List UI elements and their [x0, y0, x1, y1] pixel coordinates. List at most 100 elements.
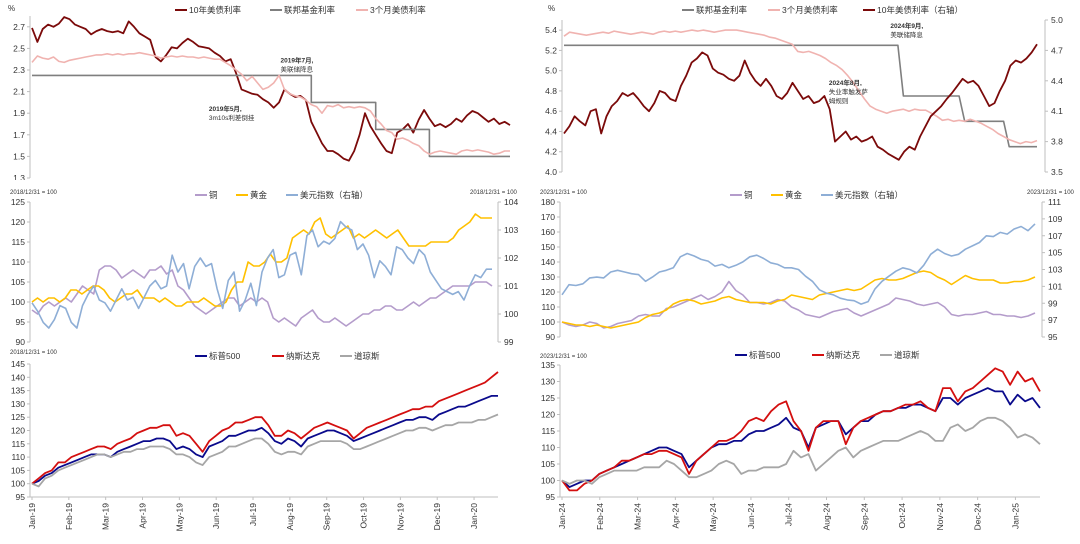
annotation-text: 3m10s利差倒挂 [209, 113, 255, 122]
y-tick-label: 100 [11, 479, 25, 489]
series-line-0 [561, 387, 1041, 488]
y2-tick-label: 99 [1048, 298, 1058, 308]
y-tick-label: 170 [541, 212, 555, 222]
x-tick-label: Jan-24 [557, 503, 567, 529]
x-tick-label: May-24 [708, 503, 718, 532]
y-tick-label: 125 [11, 412, 25, 422]
series-line-0 [564, 44, 1037, 148]
y2-tick-label: 4.7 [1051, 45, 1063, 55]
x-tick-label: Oct-19 [359, 503, 369, 529]
chart-rates-2019: 1.3 1.5 1.7 1.9 2.1 2.3 2.5 2.7% 10年美债利率 联邦基金利率 3个… [0, 0, 540, 183]
y-tick-label: 105 [11, 277, 25, 287]
y-tick-label: 180 [541, 197, 555, 207]
y-tick-label: 120 [541, 287, 555, 297]
x-tick-label: Jul-19 [248, 503, 258, 526]
legend-label: 联邦基金利率 [696, 5, 748, 15]
unit-label: 2018/12/31 = 100 [10, 190, 58, 196]
y-tick-label: 4.6 [545, 106, 557, 116]
y-tick-label: 115 [11, 439, 25, 449]
unit-label-right: 2018/12/31 = 100 [470, 190, 518, 196]
annotation-text: 姆规则 [829, 96, 849, 105]
y2-tick-label: 4.1 [1051, 106, 1063, 116]
legend-label: 纳斯达克 [286, 351, 321, 361]
legend-label: 标普500 [209, 351, 240, 361]
series-line-1 [32, 74, 510, 158]
x-tick-label: Oct-24 [897, 503, 907, 529]
unit-label: % [8, 4, 15, 13]
x-tick-label: Jan-25 [1010, 503, 1020, 529]
legend-label: 纳斯达克 [826, 350, 861, 360]
y-tick-label: 95 [16, 492, 26, 502]
unit-label-right: 2023/12/31 = 100 [1027, 190, 1075, 196]
y-tick-label: 5.2 [545, 45, 557, 55]
y-tick-label: 100 [11, 297, 25, 307]
y2-tick-label: 102 [504, 253, 518, 263]
chart-commodities-2019: 90 95 100 105 110 115 120 125 2018/12/31 = 100 99… [0, 180, 540, 347]
unit-label: 2023/12/31 = 100 [540, 354, 588, 360]
y-tick-label: 2.1 [13, 87, 25, 97]
x-tick-label: Jun-24 [746, 503, 756, 529]
y2-tick-label: 3.8 [1051, 137, 1063, 147]
annotation-text: 2019年5月, [209, 104, 242, 113]
x-tick-label: Aug-24 [822, 503, 832, 531]
series-line-2 [31, 413, 499, 488]
y-tick-label: 105 [11, 465, 25, 475]
y-tick-label: 115 [541, 426, 555, 436]
y2-tick-label: 4.4 [1051, 76, 1063, 86]
series-line-2 [31, 220, 492, 329]
y-tick-label: 5.0 [545, 66, 557, 76]
legend-label: 铜 [209, 190, 218, 200]
unit-label: 2018/12/31 = 100 [10, 350, 58, 356]
x-tick-label: Dec-19 [432, 503, 442, 531]
y-tick-label: 135 [541, 360, 555, 370]
y2-tick-label: 100 [504, 309, 518, 319]
y-tick-label: 4.2 [545, 147, 557, 157]
x-tick-label: Jun-19 [211, 503, 221, 529]
x-tick-label: Jan-19 [27, 503, 37, 529]
legend-label: 3个月美债利率 [782, 5, 838, 15]
x-tick-label: Jul-24 [784, 503, 794, 526]
annotation-text: 失业率触发萨 [829, 87, 869, 96]
y2-tick-label: 5.0 [1051, 15, 1063, 25]
y2-tick-label: 99 [504, 337, 514, 345]
series-line-2 [31, 51, 510, 155]
y-tick-label: 2.5 [13, 43, 25, 53]
x-tick-label: Feb-19 [64, 503, 74, 530]
annotation-text: 美联储降息 [281, 64, 314, 73]
y-tick-label: 4.8 [545, 86, 557, 96]
commodities-2024-svg: 901001101201301401501601701802023/12/31 … [540, 190, 1075, 342]
y-tick-label: 1.7 [13, 130, 25, 140]
chart-commodities-2024: 90 100 110 120 130 140 150 160 170 180 2023/12/31 … [540, 180, 1080, 345]
x-tick-label: Nov-24 [935, 503, 945, 531]
series-line-1 [563, 29, 1038, 145]
y2-tick-label: 103 [1048, 265, 1062, 275]
x-tick-label: Nov-19 [395, 503, 405, 531]
y-tick-label: 2.3 [13, 65, 25, 75]
legend-label: 10年美债利率（右轴） [877, 5, 963, 15]
legend-label: 黄金 [785, 190, 803, 200]
y2-tick-label: 103 [504, 225, 518, 235]
x-tick-label: Jan-20 [469, 503, 479, 529]
y-tick-label: 4.0 [545, 167, 557, 177]
annotation-text: 2024年9月, [890, 21, 923, 30]
y2-tick-label: 101 [504, 281, 518, 291]
y-tick-label: 1.3 [13, 173, 25, 180]
series-line-1 [561, 367, 1041, 492]
series-line-0 [561, 280, 1036, 329]
legend-label: 标普500 [749, 350, 780, 360]
y2-tick-label: 95 [1048, 332, 1058, 342]
y-tick-label: 1.9 [13, 108, 25, 118]
legend-label: 道琼斯 [894, 350, 920, 360]
y-tick-label: 105 [541, 459, 555, 469]
equities-2019-svg: 95 100 105 110 115 120 125 130 135 140 145 2018/12/… [10, 350, 499, 531]
x-tick-label: Sep-19 [322, 503, 332, 531]
y-tick-label: 120 [11, 426, 25, 436]
y-tick-label: 130 [541, 377, 555, 387]
x-tick-label: Aug-19 [285, 503, 295, 531]
series-line-2 [561, 223, 1036, 305]
y-tick-label: 110 [541, 302, 555, 312]
y-tick-label: 120 [541, 410, 555, 420]
legend-label: 联邦基金利率 [284, 5, 336, 15]
y2-tick-label: 109 [1048, 214, 1062, 224]
